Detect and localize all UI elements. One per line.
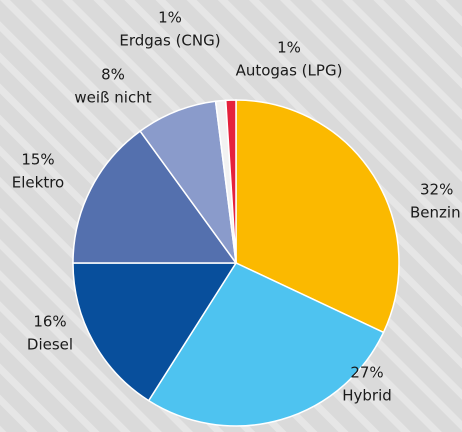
value-label: 32% — [420, 181, 453, 199]
value-label: 8% — [101, 66, 125, 84]
pie-slice — [72, 262, 238, 402]
value-label: 1% — [158, 9, 182, 27]
category-label: Benzin — [410, 204, 461, 222]
category-label: Elektro — [12, 174, 64, 192]
pie-slice — [147, 262, 385, 427]
pie-slice — [72, 130, 238, 264]
value-label: 15% — [21, 151, 54, 169]
category-label: Hybrid — [342, 387, 392, 405]
category-label: weiß nicht — [74, 89, 151, 107]
category-label: Autogas (LPG) — [236, 62, 343, 80]
value-label: 27% — [350, 364, 383, 382]
pie-slice — [224, 99, 237, 264]
category-label: Erdgas (CNG) — [119, 32, 220, 50]
value-label: 1% — [277, 39, 301, 57]
value-label: 16% — [33, 313, 66, 331]
pie-slice — [235, 99, 400, 334]
category-label: Diesel — [27, 336, 73, 354]
